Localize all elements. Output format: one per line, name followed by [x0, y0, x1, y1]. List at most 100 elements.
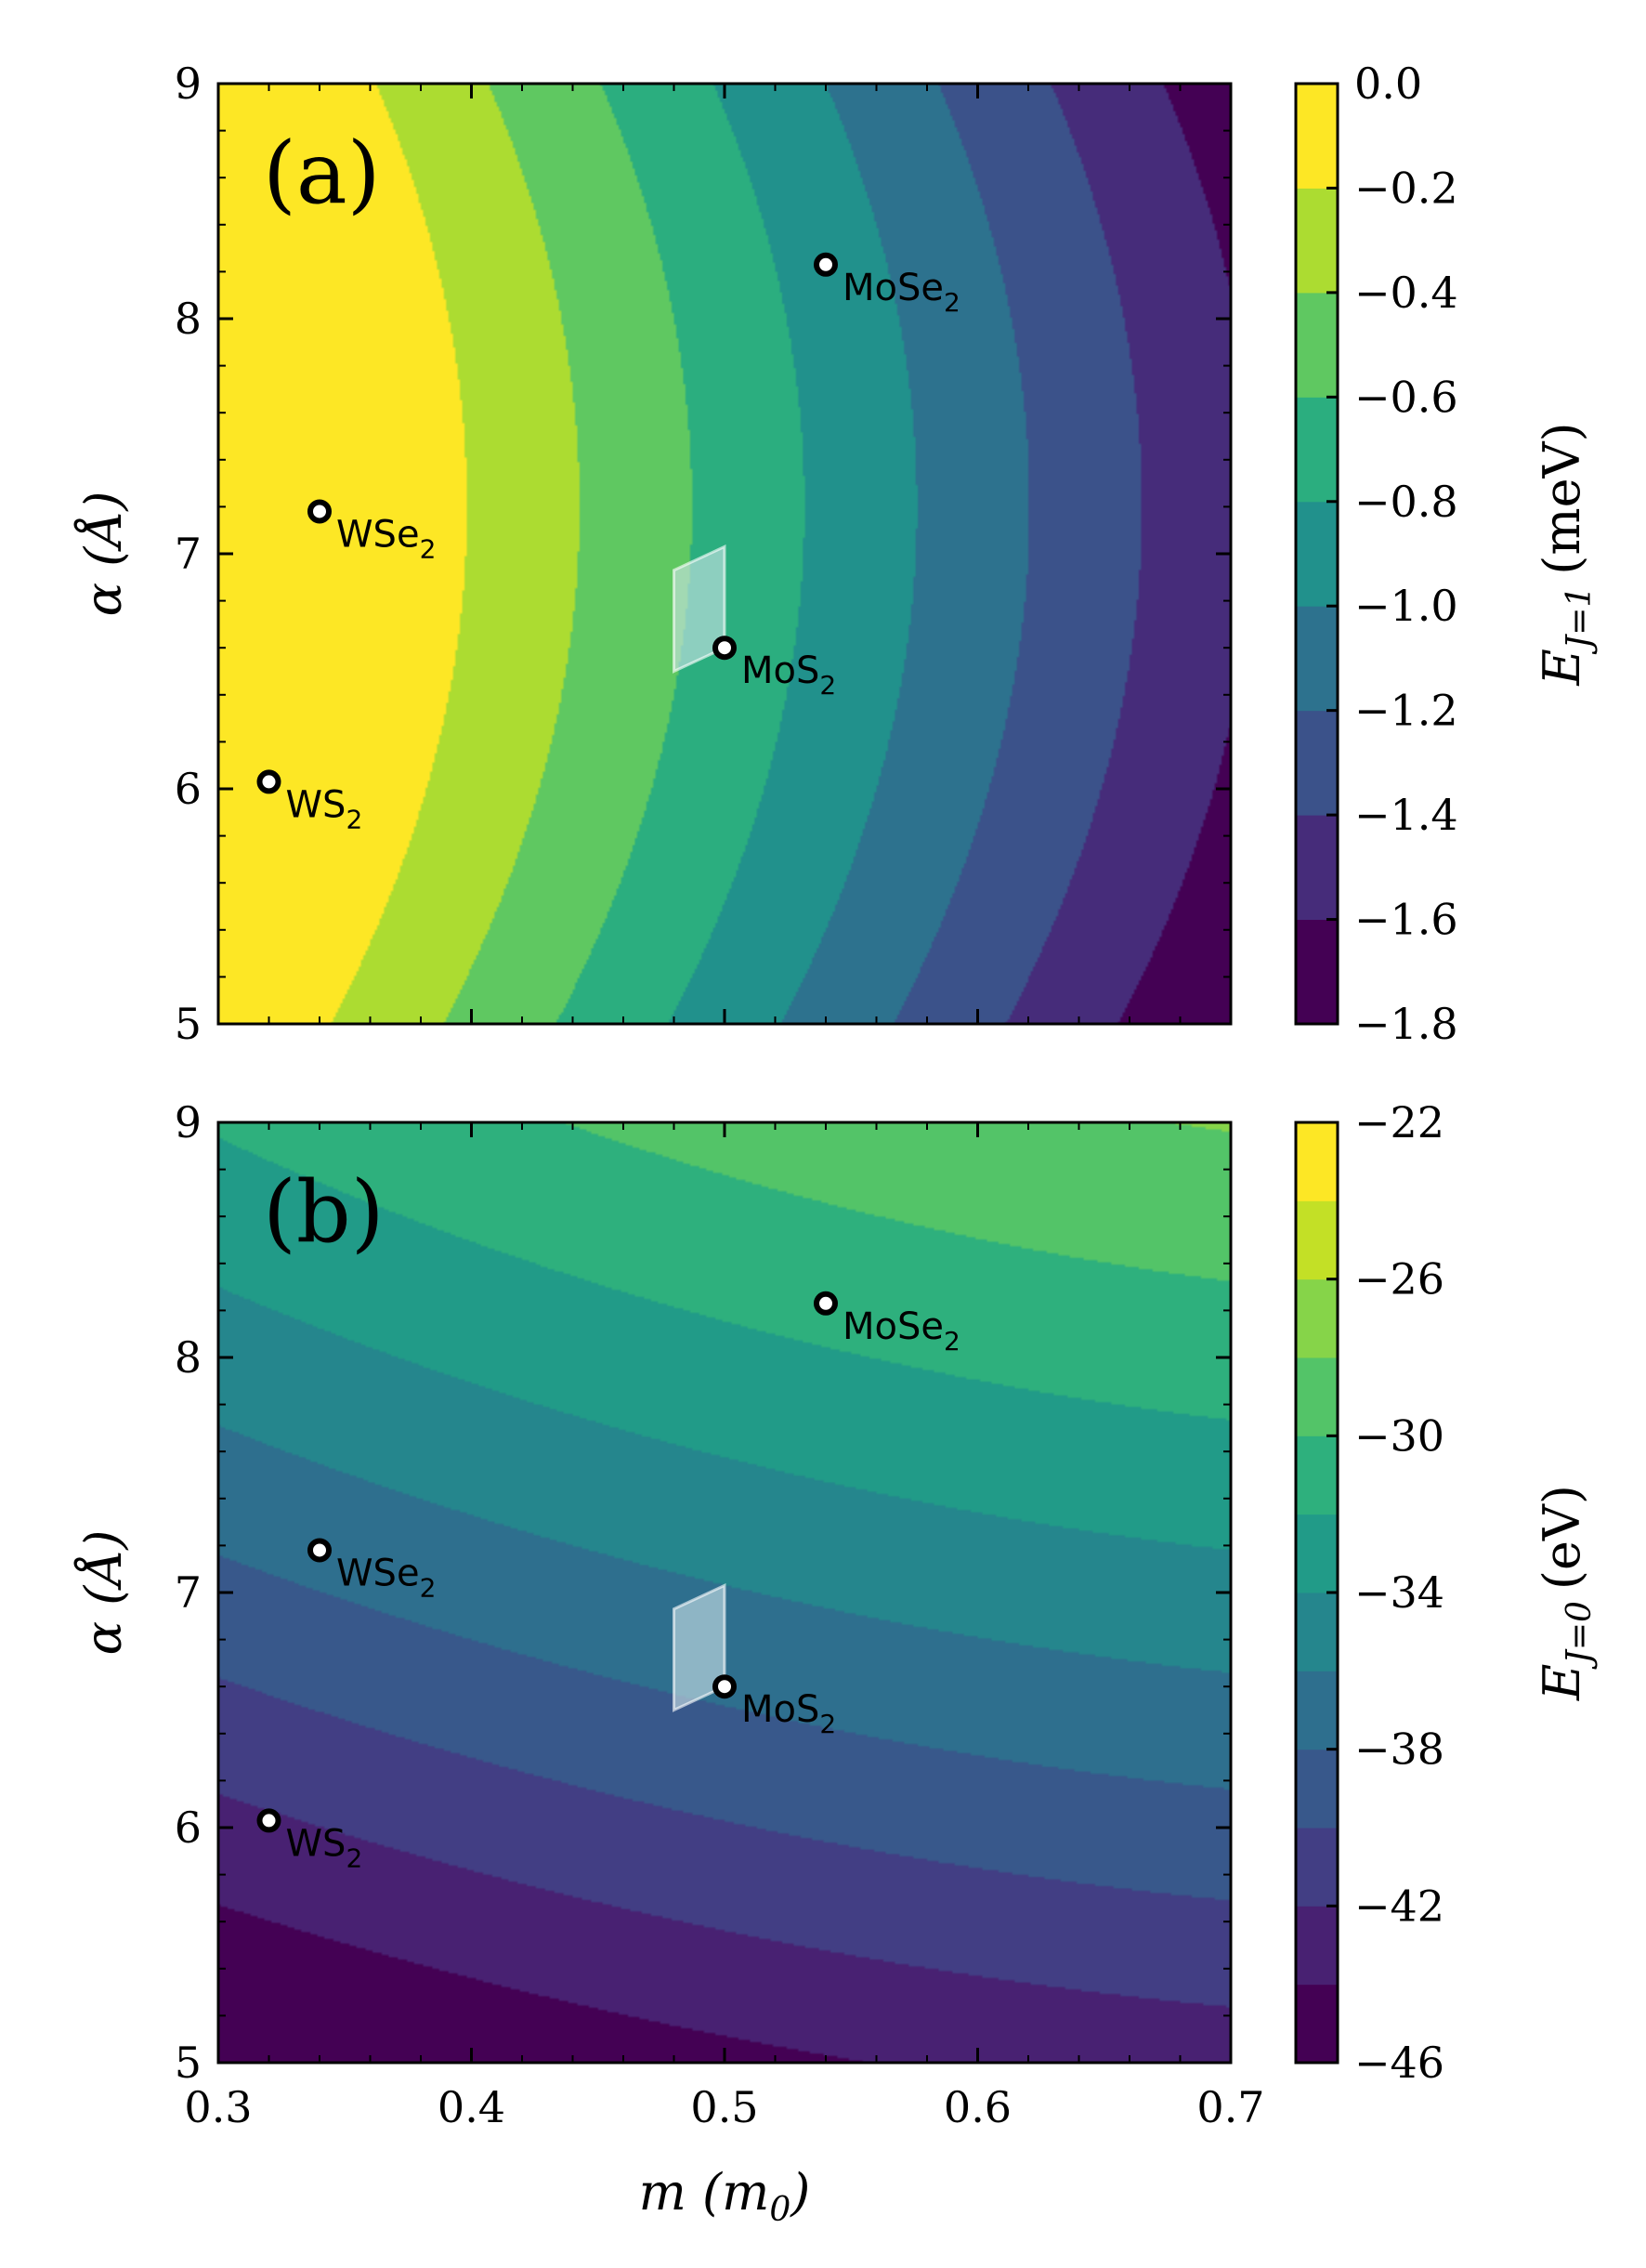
y-tick-label: 8	[175, 294, 202, 344]
material-subscript: 2	[420, 1572, 437, 1603]
colorbar-band	[1296, 606, 1338, 712]
colorbar-a: 0.0 −0.2 −0.4 −0.6 −0.8 −1.0 −1.2 −1.4 −1.6 −1.8 E…	[1294, 59, 1599, 1049]
colorbar-frame	[1294, 82, 1339, 1026]
material-label: WS2	[286, 783, 363, 834]
material-marker	[814, 1291, 838, 1316]
colorbar-tick-label: −1.4	[1354, 790, 1458, 840]
material-subscript: 2	[346, 804, 362, 834]
colorbar-tick-label: −1.0	[1354, 581, 1458, 631]
colorbar-tick-label: −34	[1354, 1567, 1444, 1618]
y-tick-label: 7	[175, 529, 202, 579]
colorbar-label-unit: (eV)	[1533, 1485, 1591, 1590]
material-label: WS2	[286, 1822, 363, 1873]
colorbar-tick-label: −26	[1354, 1254, 1444, 1304]
colorbar-label: EJ=0 (eV)	[1533, 1485, 1599, 1701]
material-subscript: 2	[420, 533, 437, 564]
y-tick-label: 9	[175, 59, 202, 109]
colorbar-band	[1296, 919, 1338, 1025]
material-subscript: 2	[346, 1842, 362, 1873]
x-tick-label: 0.5	[690, 2082, 758, 2132]
material-marker	[256, 769, 281, 794]
material-marker	[814, 252, 838, 277]
material-marker	[712, 636, 737, 661]
colorbar-tick-label: −38	[1354, 1724, 1444, 1775]
colorbar-band	[1296, 1749, 1338, 1829]
y-tick-label: 5	[175, 999, 202, 1049]
material-marker	[307, 499, 332, 524]
material-marker	[712, 1674, 737, 1699]
colorbar-band	[1296, 1278, 1338, 1358]
x-axis-label-unit-sub: 0	[769, 2191, 790, 2229]
colorbar-tick-label: −1.6	[1354, 895, 1458, 945]
y-tick-label: 8	[175, 1332, 202, 1383]
colorbar-label-sub: J=1	[1561, 586, 1599, 656]
colorbar-label-main: E	[1533, 649, 1591, 686]
colorbar-band	[1296, 1906, 1338, 1986]
x-tick-label: 0.7	[1196, 2082, 1264, 2132]
x-axis-label: m (m0)	[639, 2163, 811, 2229]
y-tick-label: 7	[175, 1567, 202, 1618]
colorbar-band	[1296, 1122, 1338, 1201]
colorbar-label: EJ=1 (meV)	[1533, 422, 1599, 686]
material-label: WSe2	[336, 513, 436, 564]
colorbar-band	[1296, 84, 1338, 189]
colorbar-band	[1296, 1436, 1338, 1515]
material-name: MoSe	[843, 1305, 944, 1348]
colorbar-band	[1296, 1200, 1338, 1280]
colorbar-label-main: E	[1533, 1664, 1591, 1701]
colorbar-tick-label: −46	[1354, 2038, 1444, 2088]
colorbar-band	[1296, 188, 1338, 294]
colorbar-tick-label: −0.2	[1354, 163, 1458, 213]
material-name: WS	[286, 783, 346, 826]
material-label: MoSe2	[843, 1305, 960, 1357]
material-name: WSe	[336, 1552, 420, 1594]
panel-label: (b)	[263, 1162, 385, 1262]
material-marker	[307, 1538, 332, 1563]
material-subscript: 2	[944, 287, 960, 318]
colorbar-tick-label: 0.0	[1354, 59, 1422, 109]
material-subscript: 2	[819, 1709, 836, 1739]
material-name: MoS	[741, 649, 819, 692]
colorbar-band	[1296, 292, 1338, 398]
material-name: WS	[286, 1822, 346, 1865]
material-name: MoSe	[843, 267, 944, 309]
material-name: MoS	[741, 1688, 819, 1731]
material-subscript: 2	[944, 1326, 960, 1357]
colorbar-band	[1296, 815, 1338, 921]
y-tick-label: 6	[175, 764, 202, 814]
colorbar-label-unit: (meV)	[1533, 422, 1591, 574]
colorbar-tick-label: −0.4	[1354, 268, 1458, 318]
x-tick-label: 0.3	[184, 2082, 252, 2132]
material-marker	[256, 1808, 281, 1833]
colorbar-tick-label: −22	[1354, 1097, 1444, 1147]
colorbar-tick-label: −30	[1354, 1410, 1444, 1461]
material-subscript: 2	[819, 670, 836, 701]
shaded-region	[673, 544, 726, 674]
material-label: MoSe2	[843, 267, 960, 318]
material-label: MoS2	[741, 1688, 836, 1739]
x-tick-label: 0.4	[438, 2082, 505, 2132]
colorbar-band	[1296, 710, 1338, 816]
colorbar-tick-label: −1.2	[1354, 686, 1458, 736]
x-axis-label-main: m	[639, 2163, 702, 2222]
material-label: MoS2	[741, 649, 836, 701]
material-label: WSe2	[336, 1552, 436, 1603]
x-axis-label-unit: (m	[702, 2163, 769, 2222]
colorbar-label-sub: J=0	[1561, 1601, 1599, 1671]
y-axis-label: α (Å)	[72, 492, 133, 617]
panel-label: (a)	[263, 124, 381, 223]
y-tick-label: 5	[175, 2038, 202, 2088]
colorbar-band	[1296, 1671, 1338, 1750]
y-tick-label: 6	[175, 1803, 202, 1853]
y-tick-label: 9	[175, 1097, 202, 1147]
y-axis-label: α (Å)	[72, 1530, 133, 1656]
colorbar-band	[1296, 501, 1338, 607]
material-name: WSe	[336, 513, 420, 556]
colorbar-band	[1296, 397, 1338, 503]
shaded-region	[673, 1583, 726, 1712]
colorbar-tick-label: −0.6	[1354, 372, 1458, 422]
colorbar-band	[1296, 1828, 1338, 1907]
